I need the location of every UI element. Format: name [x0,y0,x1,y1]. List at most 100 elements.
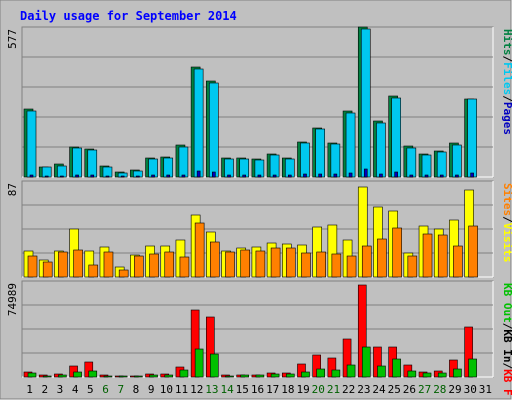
x-tick-label-29: 29 [448,383,461,396]
bar-pages-day-27 [424,174,429,178]
bar-pages-day-1 [29,174,34,178]
bar-pages-day-25 [394,171,398,178]
bar-pages-day-23 [363,168,368,178]
bar-files-day-13 [209,82,219,178]
x-tick-label-13: 13 [205,383,218,396]
bar-files-day-3 [57,165,67,178]
bar-pages-day-5 [90,174,95,178]
bar-sites-day-1 [27,255,38,278]
bar-kb-out-day-8 [134,375,143,378]
legend-label-kb-out: KB Out [501,283,512,323]
x-tick-label-7: 7 [117,383,124,396]
bar-sites-day-30 [468,225,478,278]
x-tick-label-8: 8 [133,383,140,396]
bar-kb-out-day-9 [149,374,158,378]
bar-files-day-9 [148,158,158,178]
x-tick-label-10: 10 [160,383,173,396]
x-tick-label-15: 15 [236,383,249,396]
bar-kb-out-day-20 [316,368,325,378]
bar-files-day-18 [284,158,295,178]
legend-separator: / [501,56,512,63]
bar-kb-out-day-27 [422,372,432,378]
bar-files-day-17 [269,154,280,178]
bar-kb-out-day-3 [58,374,67,378]
x-tick-label-20: 20 [312,383,325,396]
bar-files-day-12 [193,68,204,178]
panel-visits-legend: Sites/Visits [501,183,512,263]
x-tick-label-5: 5 [87,383,94,396]
bar-sites-day-23 [361,245,372,278]
bar-kb-out-day-10 [164,374,174,378]
legend-separator: / [501,323,512,330]
bar-pages-day-3 [60,175,64,178]
bar-kb-out-day-4 [73,371,82,378]
legend-label-hits: Hits [501,29,512,56]
bar-files-day-29 [452,144,462,178]
bar-sites-day-13 [210,241,220,278]
panel-hits-legend: Hits/Files/Pages [501,29,512,135]
bar-kb-out-day-17 [270,373,280,378]
bar-sites-day-28 [437,234,448,278]
x-tick-label-6: 6 [102,383,109,396]
bar-sites-day-11 [179,256,190,278]
bar-pages-day-20 [318,173,322,178]
bar-files-day-28 [436,151,447,178]
bar-pages-day-18 [287,174,292,178]
bar-sites-day-18 [285,247,296,278]
x-tick-label-21: 21 [327,383,340,396]
x-tick-label-12: 12 [190,383,203,396]
legend-label-sites: Sites [501,183,512,216]
bar-files-day-5 [87,149,98,178]
bar-kb-out-day-1 [27,372,37,378]
bar-kb-out-day-15 [240,374,250,378]
bar-files-day-21 [330,143,341,178]
bar-sites-day-9 [149,253,159,278]
bar-files-day-24 [376,122,386,178]
bar-files-day-10 [163,157,174,178]
chart-title: Daily usage for September 2014 [20,9,237,23]
bar-sites-day-3 [58,251,68,278]
x-tick-label-23: 23 [357,383,370,396]
bar-sites-day-22 [346,255,357,278]
bar-pages-day-6 [105,175,110,178]
bar-sites-day-27 [422,233,433,278]
x-tick-label-4: 4 [72,383,79,396]
bar-files-day-1 [26,110,37,178]
legend-separator: / [501,216,512,223]
bar-kb-out-day-5 [88,370,98,378]
legend-label-kb-f: KB F [501,369,512,396]
x-tick-label-9: 9 [148,383,155,396]
bar-sites-day-25 [392,227,402,278]
x-tick-label-17: 17 [266,383,279,396]
bar-pages-day-15 [242,174,247,178]
bar-files-day-26 [406,147,417,178]
bar-kb-out-day-29 [453,368,462,378]
bar-sites-day-15 [240,249,251,278]
bar-kb-out-day-24 [377,365,386,378]
bar-sites-day-6 [103,251,114,278]
bar-sites-day-8 [134,255,144,278]
bar-kb-out-day-13 [210,353,219,378]
bar-files-day-6 [102,166,113,178]
bar-pages-day-30 [470,172,474,178]
bar-sites-day-14 [225,251,235,278]
bar-sites-day-21 [331,253,342,278]
panel-kbytes-legend: KB Out/KB In/KB F [501,283,512,396]
x-tick-label-11: 11 [175,383,188,396]
panel-hits-ymax-label: 577 [6,29,19,49]
bar-kb-out-day-26 [407,370,417,378]
bar-kb-out-day-14 [225,375,234,378]
bar-pages-day-24 [379,173,383,178]
bar-kb-out-day-11 [179,369,189,378]
bar-pages-day-29 [455,174,459,178]
chart-panels: 577Hits/Files/Pages87Sites/Visits74989KB… [6,26,512,396]
bar-kb-out-day-19 [301,371,310,378]
legend-label-visits: Visits [501,223,512,263]
bar-pages-day-12 [196,170,201,178]
bar-files-day-20 [315,128,325,178]
x-tick-label-14: 14 [220,383,234,396]
bar-sites-day-7 [118,269,129,278]
bar-files-day-4 [72,147,82,178]
